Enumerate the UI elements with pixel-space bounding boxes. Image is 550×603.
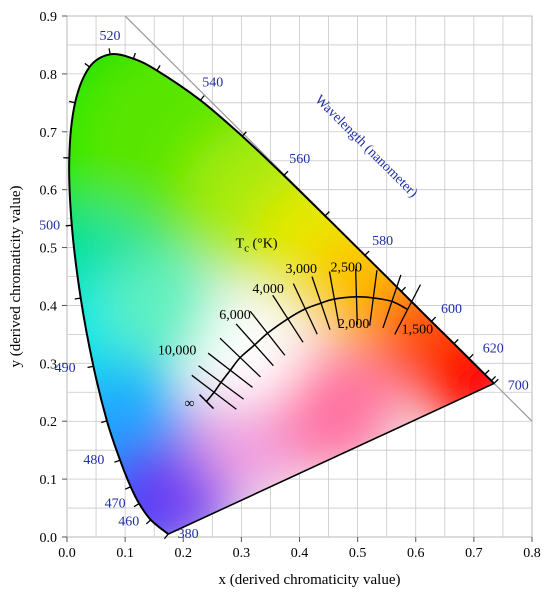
wavelength-label: 520 (100, 29, 121, 44)
y-tick-label: 0.4 (40, 299, 58, 314)
x-tick-label: 0.0 (58, 546, 76, 561)
y-tick-label: 0.2 (40, 415, 58, 430)
y-tick-label: 0.9 (40, 10, 58, 25)
isotherm-label: 2,000 (338, 317, 370, 332)
wavelength-label: 580 (372, 234, 393, 249)
isotherm-label: 4,000 (252, 282, 284, 297)
wavelength-label: 620 (483, 342, 504, 357)
x-tick-label: 0.1 (116, 546, 134, 561)
y-axis-title: y (derived chromaticity value) (8, 185, 24, 367)
y-tick-label: 0.8 (40, 68, 58, 83)
wavelength-label: 480 (83, 453, 104, 468)
y-tick-label: 0.7 (40, 126, 58, 141)
isotherm-label: 2,500 (331, 260, 363, 275)
isotherm-label: 10,000 (158, 343, 197, 358)
x-tick-label: 0.2 (175, 546, 193, 561)
wavelength-label: 470 (105, 496, 126, 511)
wavelength-label: 700 (508, 379, 529, 394)
locus-tick (75, 298, 81, 299)
x-tick-label: 0.4 (291, 546, 309, 561)
wavelength-label: 560 (289, 152, 310, 167)
y-tick-label: 0.1 (40, 473, 58, 488)
wavelength-label: 540 (202, 76, 223, 91)
wavelength-label: 380 (178, 527, 199, 542)
x-tick-label: 0.6 (407, 546, 425, 561)
wavelength-label: 490 (55, 361, 76, 376)
x-tick-label: 0.5 (349, 546, 367, 561)
isotherm-label: 3,000 (286, 262, 318, 277)
wavelength-label: 600 (441, 302, 462, 317)
x-tick-label: 0.7 (465, 546, 483, 561)
isotherm-label: 6,000 (219, 308, 251, 323)
x-tick-label: 0.3 (233, 546, 251, 561)
y-tick-label: 0.6 (40, 184, 58, 199)
y-tick-label: 0.5 (40, 242, 58, 257)
x-tick-label: 0.8 (523, 546, 541, 561)
wavelength-label: 500 (39, 219, 60, 234)
wavelength-label: 460 (118, 515, 139, 530)
y-tick-label: 0.0 (40, 531, 58, 546)
x-axis-title: x (derived chromaticity value) (218, 572, 400, 588)
isotherm-label: 1,500 (402, 322, 434, 337)
isotherm-label: ∞ (185, 397, 195, 412)
